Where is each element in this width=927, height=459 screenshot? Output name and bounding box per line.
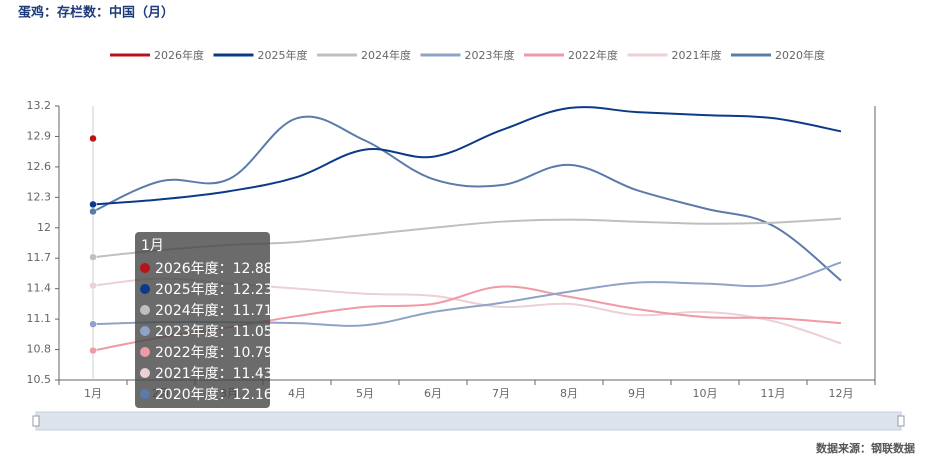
tooltip [135, 232, 270, 408]
tooltip-dot [140, 284, 150, 294]
x-tick-label: 5月 [356, 387, 374, 400]
tooltip-entry: 2021年度：11.43 [155, 366, 273, 382]
y-tick-label: 10.5 [27, 373, 52, 386]
y-tick-label: 12.3 [27, 190, 52, 203]
hover-point [89, 207, 97, 216]
y-tick-label: 12.6 [27, 160, 52, 173]
x-tick-label: 12月 [829, 387, 854, 400]
legend-label: 2024年度 [361, 48, 411, 62]
y-tick-label: 10.8 [27, 343, 52, 356]
zoom-handle[interactable] [897, 415, 905, 427]
y-tick-label: 12 [37, 221, 51, 234]
chart-title: 蛋鸡：存栏数：中国（月） [18, 5, 174, 21]
tooltip-title: 1月 [141, 238, 164, 254]
zoom-slider[interactable] [35, 411, 902, 431]
tooltip-entry: 2020年度：12.16 [155, 387, 273, 403]
y-tick-label: 11.7 [27, 251, 52, 264]
tooltip-dot [140, 326, 150, 336]
tooltip-dot [140, 263, 150, 273]
y-tick-label: 13.2 [27, 99, 52, 112]
y-tick-label: 11.1 [27, 312, 52, 325]
y-tick-label: 11.4 [27, 282, 52, 295]
tooltip-entry: 2022年度：10.79 [155, 345, 273, 361]
tooltip-dot [140, 305, 150, 315]
hover-point [89, 346, 97, 355]
legend-label: 2022年度 [568, 48, 618, 62]
hover-point [89, 253, 97, 261]
hover-point [89, 134, 97, 143]
tooltip-entry: 2026年度：12.88 [155, 261, 273, 277]
x-tick-label: 1月 [84, 387, 102, 400]
legend-label: 2021年度 [672, 48, 722, 62]
tooltip-dot [140, 389, 150, 399]
x-tick-label: 6月 [424, 387, 442, 400]
zoom-handle[interactable] [32, 415, 40, 427]
x-tick-label: 9月 [628, 387, 646, 400]
y-tick-label: 12.9 [27, 129, 52, 142]
x-tick-label: 7月 [492, 387, 510, 400]
legend-label: 2026年度 [154, 48, 204, 62]
tooltip-dot [140, 347, 150, 357]
hover-point [89, 200, 97, 209]
series-line [92, 106, 842, 206]
tooltip-dot [140, 368, 150, 378]
legend-label: 2023年度 [465, 48, 515, 62]
hover-point [89, 320, 97, 328]
x-tick-label: 11月 [761, 387, 786, 400]
x-tick-label: 8月 [560, 387, 578, 400]
source: 数据来源：钢联数据 [816, 441, 915, 455]
hover-point [89, 281, 97, 290]
tooltip-entry: 2023年度：11.05 [155, 324, 273, 340]
legend-label: 2025年度 [258, 48, 308, 62]
tooltip-entry: 2025年度：12.23 [155, 282, 273, 298]
x-tick-label: 10月 [693, 387, 718, 400]
tooltip-entry: 2024年度：11.71 [155, 303, 273, 319]
legend-label: 2020年度 [775, 48, 825, 62]
series-line [92, 115, 842, 282]
x-tick-label: 4月 [288, 387, 306, 400]
